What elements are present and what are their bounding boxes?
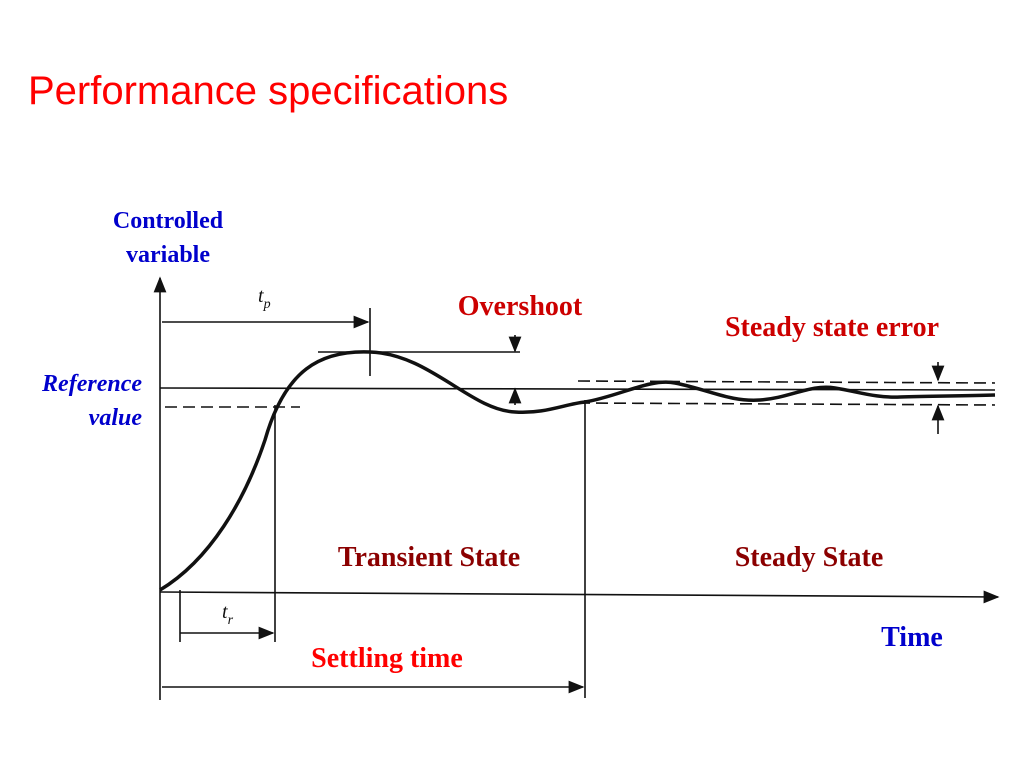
y-axis-label: Controlled	[113, 208, 224, 234]
title: Performance specifications	[28, 69, 508, 113]
subscript: r	[228, 613, 234, 628]
reference-line	[159, 387, 996, 391]
settling-time-label: Settling time	[311, 643, 463, 674]
symbol: t	[258, 285, 264, 307]
peak-time-label: tp	[258, 285, 271, 312]
subscript: p	[263, 297, 271, 312]
reference-label: value	[89, 405, 143, 431]
x-axis-label: Time	[881, 622, 943, 653]
steady-state-label: Steady State	[735, 542, 884, 573]
steady-state-error-label: Steady state error	[725, 312, 939, 343]
transient-state-label: Transient State	[338, 542, 520, 573]
overshoot-label: Overshoot	[458, 291, 583, 322]
rise-time-label: tr	[222, 601, 234, 628]
tolerance-band	[577, 402, 996, 406]
symbol: t	[222, 601, 228, 623]
x-axis	[159, 590, 1000, 604]
y-axis-label: variable	[126, 242, 210, 268]
reference-label: Reference	[41, 371, 142, 397]
tolerance-band	[577, 380, 996, 384]
